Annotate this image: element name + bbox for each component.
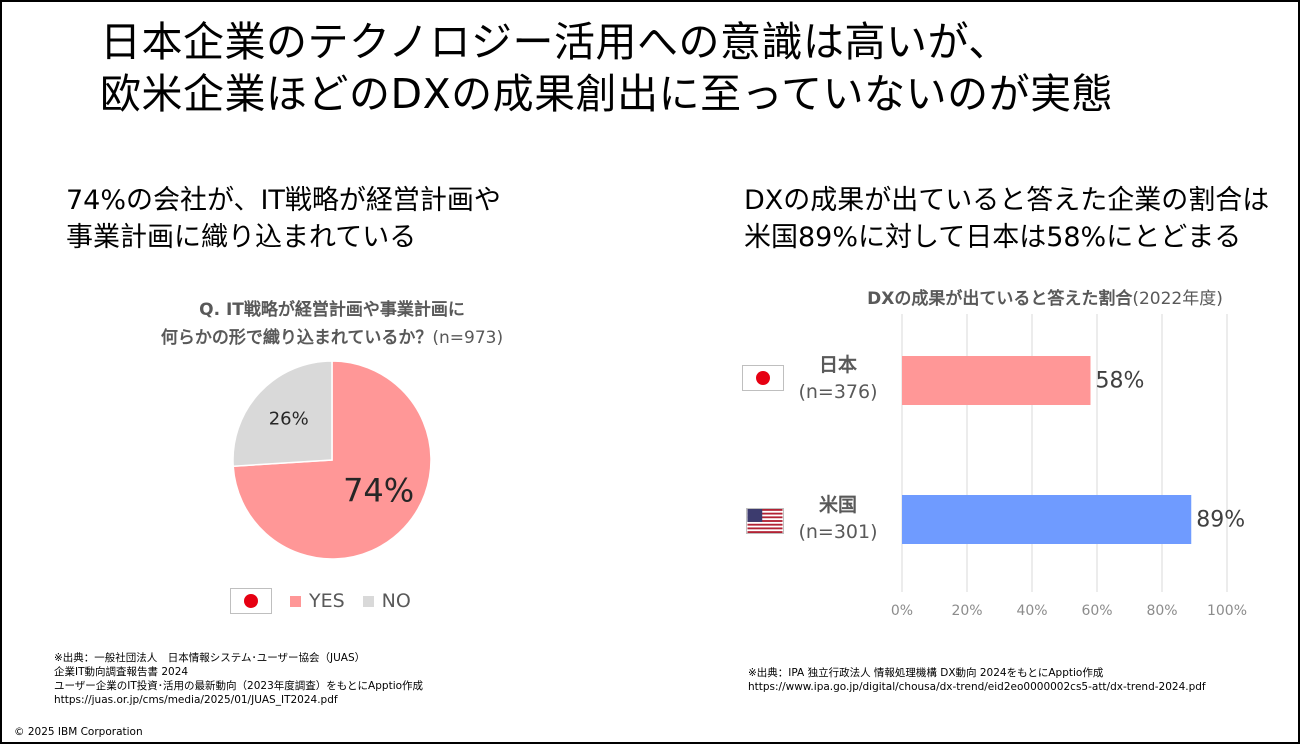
pie-title-line-1: Q. IT戦略が経営計画や事業計画に — [199, 300, 465, 320]
legend-yes-label: YES — [309, 590, 345, 612]
category-sample-size: (n=301) — [798, 521, 878, 543]
bar-title-year: (2022年度) — [1132, 289, 1223, 309]
legend-no-label: NO — [381, 590, 411, 612]
pie-legend: YES NO — [230, 586, 411, 616]
title-line-2: 欧米企業ほどのDXの成果創出に至っていないのが実態 — [100, 70, 1114, 118]
legend-no-swatch — [362, 595, 374, 607]
bar-title-text: DXの成果が出ていると答えた割合 — [867, 289, 1133, 309]
x-tick-label: 60% — [1081, 603, 1112, 619]
bar-chart-title: DXの成果が出ていると答えた割合(2022年度) — [802, 284, 1288, 309]
bar-value-label: 89% — [1196, 508, 1245, 533]
pie-chart-title: Q. IT戦略が経営計画や事業計画に 何らかの形で織り込まれているか？(n=97… — [122, 296, 542, 352]
japan-flag-icon — [230, 588, 272, 614]
x-tick-label: 40% — [1016, 603, 1047, 619]
left-headline-line-2: 事業計画に織り込まれている — [66, 222, 417, 253]
left-headline-line-1: 74%の会社が、IT戦略が経営計画や — [66, 185, 501, 216]
usa-flag-icon — [746, 508, 784, 534]
right-source: ※出典：IPA 独立行政法人 情報処理機構 DX動向 2024をもとにAppti… — [748, 666, 1206, 694]
right-source-link[interactable]: https://www.ipa.go.jp/digital/chousa/dx-… — [748, 681, 1206, 693]
copyright: © 2025 IBM Corporation — [14, 726, 143, 738]
left-source-line: ※出典：一般社団法人 日本情報システム･ユーザー協会（JUAS） — [54, 652, 366, 664]
slide-title: 日本企業のテクノロジー活用への意識は高いが、 欧米企業ほどのDXの成果創出に至っ… — [100, 16, 1113, 120]
left-source-line: ユーザー企業のIT投資･活用の最新動向（2023年度調査）をもとにApptio作… — [54, 680, 424, 692]
pie-title-sample-size: (n=973) — [432, 328, 504, 348]
category-name: 米国 — [818, 494, 857, 516]
title-line-1: 日本企業のテクノロジー活用への意識は高いが、 — [100, 18, 1010, 66]
right-headline-line-2: 米国89%に対して日本は58%にとどまる — [744, 222, 1242, 253]
right-headline-line-1: DXの成果が出ていると答えた企業の割合は — [744, 185, 1270, 216]
x-tick-label: 20% — [951, 603, 982, 619]
bar-chart: 0% 20% 40% 60% 80% 100% 58% 89% — [891, 314, 1247, 619]
x-tick-label: 0% — [891, 603, 913, 619]
left-headline: 74%の会社が、IT戦略が経営計画や 事業計画に織り込まれている — [66, 182, 501, 256]
pie-label-yes: 74% — [343, 472, 414, 510]
right-source-line: ※出典：IPA 独立行政法人 情報処理機構 DX動向 2024をもとにAppti… — [748, 667, 1104, 679]
pie-chart: 74% 26% — [232, 360, 432, 560]
category-name: 日本 — [818, 354, 857, 376]
pie-label-no: 26% — [269, 408, 309, 429]
right-headline: DXの成果が出ていると答えた企業の割合は 米国89%に対して日本は58%にとどま… — [744, 182, 1269, 256]
left-source-line: 企業IT動向調査報告書 2024 — [54, 666, 189, 678]
left-source: ※出典：一般社団法人 日本情報システム･ユーザー協会（JUAS） 企業IT動向調… — [54, 651, 423, 707]
pie-title-line-2: 何らかの形で織り込まれているか？(n=973) — [122, 324, 542, 352]
category-sample-size: (n=376) — [798, 381, 878, 403]
left-source-link[interactable]: https://juas.or.jp/cms/media/2025/01/JUA… — [54, 694, 338, 706]
category-label-japan: 日本 (n=376) — [790, 352, 886, 406]
category-label-usa: 米国 (n=301) — [790, 492, 886, 546]
bar-value-label: 58% — [1096, 369, 1145, 394]
legend-yes-swatch — [290, 595, 301, 607]
bar-usa — [902, 495, 1192, 544]
japan-flag-icon — [742, 365, 784, 391]
bar-japan — [902, 356, 1091, 405]
x-tick-label: 80% — [1146, 603, 1177, 619]
pie-slice-no — [232, 360, 333, 468]
pie-title-question: 何らかの形で織り込まれているか？ — [160, 328, 433, 348]
x-tick-label: 100% — [1207, 603, 1247, 619]
